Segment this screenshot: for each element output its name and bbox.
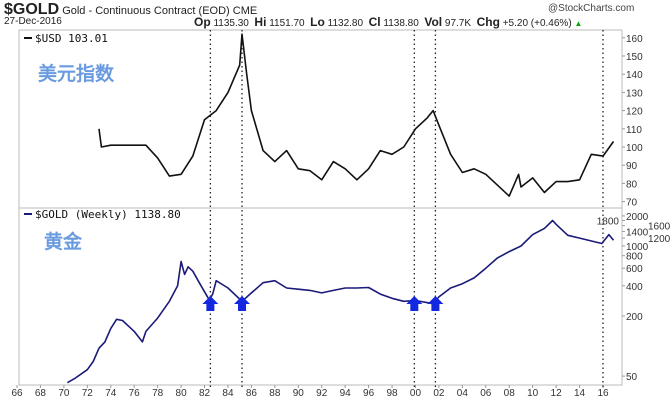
x-tick-label: 14 xyxy=(574,388,586,399)
x-tick-label: 66 xyxy=(11,388,23,399)
x-tick-label: 72 xyxy=(82,388,94,399)
op-value: 1135.30 xyxy=(213,18,249,29)
cl-value: 1138.80 xyxy=(383,18,419,29)
x-tick-label: 98 xyxy=(386,388,398,399)
x-tick-label: 10 xyxy=(527,388,539,399)
x-tick-label: 86 xyxy=(246,388,258,399)
x-tick-label: 76 xyxy=(129,388,141,399)
y-tick-label-gold: 800 xyxy=(626,252,643,263)
x-tick-label: 88 xyxy=(269,388,281,399)
x-tick-label: 80 xyxy=(176,388,188,399)
up-arrow-icon xyxy=(234,296,251,311)
y-tick-label-gold: 200 xyxy=(626,312,643,323)
x-tick-label: 16 xyxy=(597,388,609,399)
x-tick-label: 94 xyxy=(340,388,352,399)
gold-legend-label: $GOLD (Weekly) 1138.80 xyxy=(35,208,181,221)
y-tick-label-usd: 90 xyxy=(626,161,638,172)
brand: @StockCharts.com xyxy=(548,3,635,14)
y-tick-label-usd: 80 xyxy=(626,179,638,190)
exchange: CME xyxy=(232,5,258,17)
usd-annotation: 美元指数 xyxy=(38,62,115,85)
cl-label: Cl xyxy=(368,15,381,29)
y-tick-label-gold: 600 xyxy=(626,264,643,275)
date: 27-Dec-2016 xyxy=(4,16,62,27)
hi-label: Hi xyxy=(254,15,267,29)
x-tick-label: 84 xyxy=(222,388,234,399)
chg-value: +5.20 (+0.46%) xyxy=(502,18,572,29)
up-triangle-icon: ▲ xyxy=(574,19,583,28)
usd-index-line xyxy=(98,33,615,197)
x-tick-label: 90 xyxy=(293,388,305,399)
x-tick-label: 06 xyxy=(480,388,492,399)
y-tick-label-gold: 50 xyxy=(626,372,638,383)
x-tick-label: 74 xyxy=(105,388,117,399)
x-tick-label: 02 xyxy=(433,388,445,399)
y-tick-label-gold: 1800 xyxy=(597,216,620,227)
y-tick-label-usd: 130 xyxy=(626,88,643,99)
symbol: $GOLD xyxy=(4,1,60,18)
x-tick-label: 78 xyxy=(152,388,164,399)
hi-value: 1151.70 xyxy=(269,18,305,29)
lo-label: Lo xyxy=(310,15,325,29)
x-tick-label: 82 xyxy=(199,388,211,399)
x-tick-label: 08 xyxy=(504,388,516,399)
y-tick-label-usd: 120 xyxy=(626,107,643,118)
x-tick-label: 70 xyxy=(58,388,70,399)
x-tick-label: 00 xyxy=(410,388,422,399)
op-label: Op xyxy=(194,15,211,29)
x-tick-label: 04 xyxy=(457,388,469,399)
y-tick-label-gold: 400 xyxy=(626,282,643,293)
chg-label: Chg xyxy=(476,15,500,29)
up-arrow-icon xyxy=(202,296,219,311)
ohlc-readout: Op 1135.30 Hi 1151.70 Lo 1132.80 Cl 1138… xyxy=(194,15,582,29)
x-tick-label: 68 xyxy=(35,388,47,399)
y-tick-label-gold: 1200 xyxy=(648,234,670,245)
contract-name: Gold - Continuous Contract (EOD) xyxy=(62,5,230,17)
y-tick-label-gold: 1400 xyxy=(626,227,649,238)
up-arrow-icon xyxy=(427,296,444,311)
x-tick-label: 96 xyxy=(363,388,375,399)
chart-title: $GOLD Gold - Continuous Contract (EOD) C… xyxy=(4,1,257,19)
gold-price-line xyxy=(66,219,615,384)
y-tick-label-usd: 70 xyxy=(626,198,638,209)
y-tick-label-gold: 1000 xyxy=(626,242,649,253)
y-tick-label-usd: 150 xyxy=(626,52,643,63)
vol-label: Vol xyxy=(424,15,443,29)
usd-legend-label: $USD 103.01 xyxy=(35,32,108,45)
y-tick-label-usd: 100 xyxy=(626,143,643,154)
y-tick-label-gold: 1600 xyxy=(648,222,670,233)
y-tick-label-usd: 160 xyxy=(626,34,643,45)
y-tick-label-usd: 110 xyxy=(626,125,642,136)
y-tick-label-usd: 140 xyxy=(626,70,643,81)
up-arrow-icon xyxy=(406,296,423,311)
lo-value: 1132.80 xyxy=(327,18,364,29)
x-tick-label: 12 xyxy=(551,388,563,399)
y-tick-label-gold: 2000 xyxy=(626,212,649,223)
gold-annotation: 黄金 xyxy=(44,230,83,253)
vol-value: 97.7K xyxy=(444,18,472,29)
x-tick-label: 92 xyxy=(316,388,328,399)
